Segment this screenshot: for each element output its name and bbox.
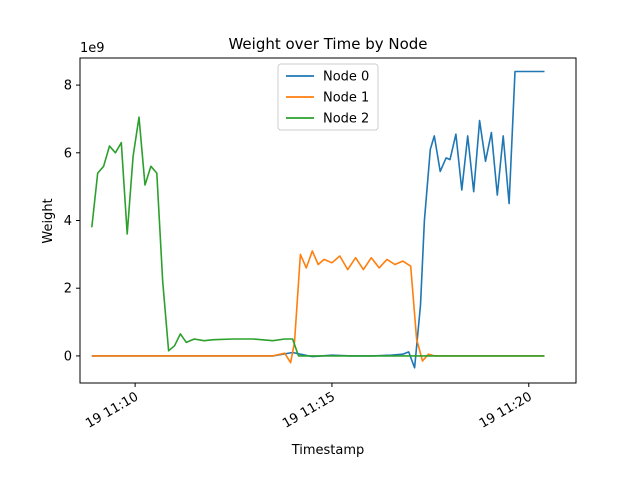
legend-label-node-2: Node 2 — [323, 112, 369, 127]
series-line-node-1 — [91, 250, 545, 364]
y-axis-multiplier: 1e9 — [80, 41, 105, 56]
x-tick-label: 19 11:15 — [280, 389, 338, 431]
x-axis-label: Timestamp — [291, 443, 365, 458]
y-tick-label: 8 — [64, 79, 72, 94]
y-tick-label: 4 — [64, 214, 72, 229]
y-axis-label: Weight — [41, 198, 56, 243]
legend-label-node-1: Node 1 — [323, 91, 369, 106]
y-tick-label: 0 — [64, 349, 72, 364]
chart-title: Weight over Time by Node — [228, 35, 427, 53]
legend: Node 0 Node 1 Node 2 — [277, 63, 379, 131]
x-axis-ticks: 19 11:10 19 11:15 19 11:20 — [83, 383, 535, 432]
x-tick-label: 19 11:10 — [83, 389, 141, 431]
y-axis-ticks: 0 2 4 6 8 — [64, 79, 80, 364]
y-tick-label: 2 — [64, 282, 72, 297]
legend-box — [277, 63, 379, 131]
x-tick-label: 19 11:20 — [477, 389, 535, 431]
series-line-node-2 — [91, 116, 545, 357]
y-tick-label: 6 — [64, 146, 72, 161]
legend-label-node-0: Node 0 — [323, 70, 369, 85]
plot-lines — [91, 70, 545, 369]
